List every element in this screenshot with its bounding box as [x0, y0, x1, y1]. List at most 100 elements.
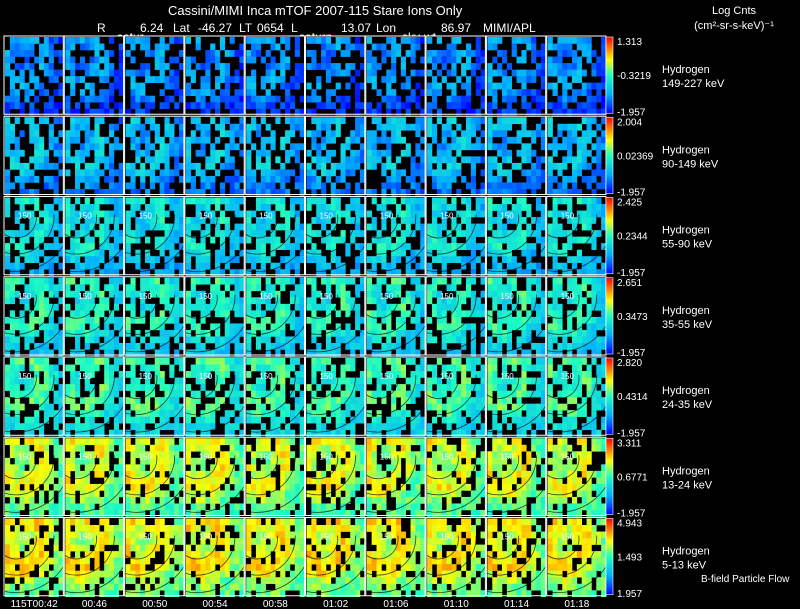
image-panel [546, 115, 607, 196]
image-panel: 150 [184, 276, 254, 357]
image-panel [485, 115, 547, 196]
contour-label: 150 [380, 452, 394, 461]
lt-value: 0654 [257, 21, 284, 35]
contour-label: 150 [320, 292, 334, 301]
image-panel: 150 [124, 517, 194, 598]
species-label: Hydrogen [662, 385, 710, 397]
contour-label: 150 [259, 452, 273, 461]
image-panel [305, 35, 366, 116]
contour-label: 150 [500, 292, 514, 301]
colorbar-mid-label: 0.4314 [617, 392, 648, 403]
contour-label: 150 [78, 292, 92, 301]
colorbar-units: (cm²-sr-s-keV)⁻¹ [694, 20, 774, 32]
time-tick-label: 01:10 [444, 599, 469, 609]
species-label: Hydrogen [662, 546, 710, 558]
contour-label: 150 [139, 533, 153, 542]
colorbar: 2.651 0.3473 -1.957 [605, 277, 648, 359]
image-panel: 150 [305, 436, 374, 517]
colorbar-max-label: 2.820 [617, 358, 642, 369]
image-panel [124, 115, 185, 196]
energy-range-label: 24-35 keV [662, 399, 713, 411]
image-panel: 150 [425, 517, 495, 598]
contour-label: 150 [18, 372, 32, 381]
l-label: L [291, 21, 298, 35]
image-panel: 150 [305, 517, 374, 598]
time-tick-label: 00:46 [82, 599, 107, 609]
contour-label: 150 [500, 212, 514, 221]
image-panel: 150 [485, 196, 555, 277]
contour-label: 150 [380, 212, 394, 221]
image-panel: 150 [63, 196, 133, 277]
image-panel: 150 [63, 436, 133, 517]
image-panel [3, 115, 64, 196]
lat-label: Lat [173, 21, 190, 35]
energy-range-label: 55-90 keV [662, 239, 713, 251]
contour-label: 150 [320, 372, 334, 381]
species-label: Hydrogen [662, 465, 710, 477]
image-panel: 150 [3, 196, 73, 277]
colorbar-mid-label: 1.493 [617, 553, 642, 564]
image-panel: 150 [425, 196, 495, 277]
image-panel [305, 115, 366, 196]
contour-label: 150 [500, 372, 514, 381]
energy-range-label: 13-24 keV [662, 479, 713, 491]
contour-label: 150 [78, 533, 92, 542]
image-panel [63, 115, 125, 196]
footer-label: B-field Particle Flow [701, 574, 790, 585]
image-panel: 150 [305, 196, 374, 277]
colorbar-mid-label: 0.2344 [617, 232, 648, 243]
image-panel: 150 [365, 517, 435, 598]
colorbar-min-label: -1.957 [617, 509, 646, 520]
image-panel: 150 [244, 517, 314, 598]
contour-label: 150 [440, 533, 454, 542]
colorbar-max-label: 2.004 [617, 117, 642, 128]
contour-label: 150 [18, 292, 32, 301]
image-panel: 150 [365, 436, 435, 517]
image-panel: 150 [184, 517, 254, 598]
image-panel: 150 [244, 196, 314, 277]
colorbar: 3.311 0.6771 -1.957 [605, 437, 648, 520]
contour-label: 150 [380, 372, 394, 381]
image-panel: 150 [124, 356, 194, 437]
image-panel: 150 [365, 356, 435, 437]
image-panel: 150 [546, 517, 616, 598]
contour-label: 150 [320, 452, 334, 461]
image-panel [184, 115, 245, 196]
lat-value: -46.27 [198, 21, 232, 35]
species-label: Hydrogen [662, 225, 710, 237]
contour-label: 150 [561, 372, 575, 381]
contour-label: 150 [199, 292, 213, 301]
image-panel [425, 35, 486, 116]
contour-label: 150 [199, 212, 213, 221]
image-panel: 150 [485, 436, 555, 517]
contour-label: 150 [78, 452, 92, 461]
contour-label: 150 [380, 292, 394, 301]
time-tick-label: 115T00:42 [11, 599, 59, 609]
image-panel: 150 [546, 356, 616, 437]
contour-label: 150 [139, 292, 153, 301]
image-panel [485, 35, 547, 116]
image-panel [3, 35, 64, 116]
image-panel: 150 [244, 436, 314, 517]
colorbar-min-label: 1.957 [617, 589, 642, 600]
image-panel: 150 [305, 356, 374, 437]
contour-label: 150 [500, 452, 514, 461]
energy-label-column: Hydrogen 149-227 keV Hydrogen 90-149 keV Hyd… [662, 64, 725, 572]
image-panel: 150 [305, 276, 374, 357]
r-label: R [97, 21, 106, 35]
contour-label: 150 [320, 533, 334, 542]
image-panel [63, 35, 125, 116]
colorbar: 1.313 -0.3219 -1.957 [605, 36, 651, 118]
image-panel: 150 [124, 436, 194, 517]
colorbar: 2.425 0.2344 -1.957 [605, 197, 648, 279]
image-panel: 150 [485, 276, 555, 357]
image-panel: 150 [184, 356, 254, 437]
contour-label: 150 [440, 372, 454, 381]
lon-value: 86.97 [441, 21, 471, 35]
r-value: 6.24 [140, 21, 164, 35]
image-panel: 150 [124, 276, 194, 357]
image-panel: 150 [63, 356, 133, 437]
time-tick-label: 00:54 [203, 599, 228, 609]
image-panel: 150 [546, 196, 616, 277]
